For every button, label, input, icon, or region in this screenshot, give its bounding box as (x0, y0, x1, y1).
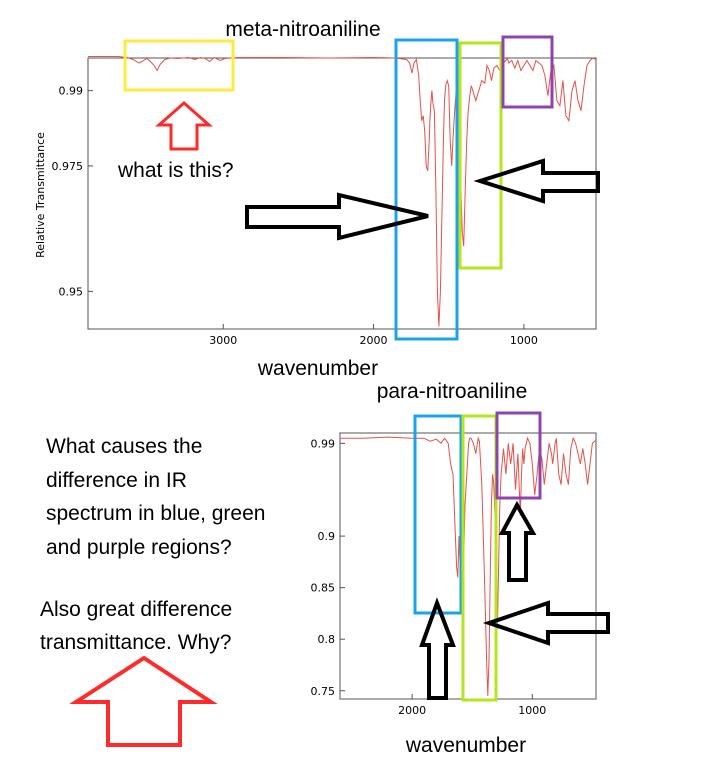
para-nitroaniline-chart: para-nitroaniline 2000 1000 0.75 0.8 0.85 0.9… (311, 380, 597, 757)
red-up-arrow-small-icon (155, 101, 213, 151)
black-right-arrow-icon (245, 192, 429, 241)
chart1-xtick-label-1000: 1000 (510, 334, 538, 347)
purple-region-box-bottom (495, 411, 542, 500)
question-bottom-text: Also great difference transmittance. Why… (40, 598, 232, 654)
green-region-box-top (458, 41, 503, 270)
blue-region-box-top (394, 38, 459, 341)
question-top-text: what is this? (117, 159, 234, 182)
chart2-ytick-label-2: 0.85 (311, 582, 336, 595)
black-up-arrow-purple-icon (498, 500, 537, 582)
yellow-region-box (123, 39, 235, 92)
question-side-text: What causes the difference in IR spectru… (46, 435, 265, 559)
chart2-ytick-label-0: 0.75 (311, 685, 336, 698)
chart1-ytick-label-2: 0.99 (59, 85, 84, 98)
chart1-ylabel: Relative Transmittance (34, 132, 47, 258)
black-up-arrow-blue-icon (419, 597, 456, 700)
black-left-arrow-top-icon (473, 158, 600, 204)
chart2-ytick-label-3: 0.9 (318, 530, 336, 543)
chart1-series-line (88, 56, 597, 327)
chart1-xtick-label-3000: 3000 (209, 334, 237, 347)
chart1-xtick-label-2000: 2000 (360, 334, 388, 347)
chart1-ytick-label-1: 0.975 (52, 160, 84, 173)
question-bottom-line-2: transmittance. Why? (40, 631, 231, 654)
chart2-axis-ticks (340, 442, 533, 699)
chart2-frame (339, 432, 597, 700)
chart2-xtick-label-2000: 2000 (398, 704, 426, 717)
purple-region-box-top (501, 35, 554, 109)
chart1-ytick-label-0: 0.95 (59, 285, 84, 298)
chart2-xtick-label-1000: 1000 (518, 704, 546, 717)
chart2-tick-labels: 2000 1000 0.75 0.8 0.85 0.9 0.99 (311, 437, 547, 717)
chart1-tick-labels: 3000 2000 1000 0.95 0.975 0.99 (52, 85, 538, 347)
chart1-xlabel: wavenumber (257, 357, 378, 380)
blue-region-box-bottom (413, 414, 463, 615)
meta-nitroaniline-chart: meta-nitroaniline 3000 2000 1000 0.95 0.975 0… (34, 18, 597, 380)
question-side-line-2: difference in IR (46, 469, 187, 492)
chart1-title: meta-nitroaniline (225, 18, 380, 41)
chart2-title: para-nitroaniline (377, 380, 528, 403)
chart1-axis-ticks (88, 90, 525, 329)
green-region-box-bottom (461, 414, 498, 702)
chart2-ytick-label-4: 0.99 (311, 437, 336, 450)
question-bottom-line-1: Also great difference (40, 598, 232, 621)
black-left-arrow-bottom-icon (482, 600, 610, 646)
chart2-ytick-label-1: 0.8 (318, 633, 336, 646)
red-up-arrow-large-icon (69, 655, 218, 747)
question-side-line-4: and purple regions? (46, 536, 232, 559)
question-side-line-1: What causes the (46, 435, 202, 458)
chart2-series-line (340, 436, 597, 696)
question-side-line-3: spectrum in blue, green (46, 502, 265, 525)
chart2-xlabel: wavenumber (405, 734, 526, 757)
